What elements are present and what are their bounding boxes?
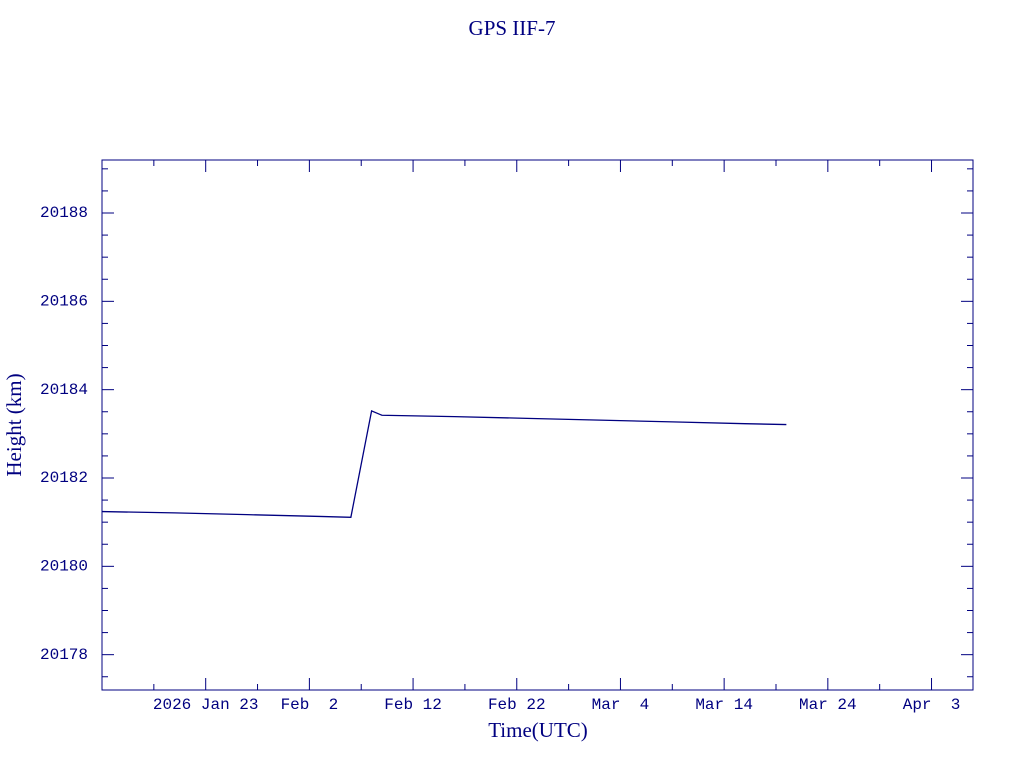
x-tick-label: Mar 14 [695, 696, 753, 714]
plot-frame [101, 159, 974, 691]
x-tick-label: Feb 2 [281, 696, 339, 714]
x-tick-label: Feb 12 [384, 696, 442, 714]
x-tick-label: Mar 4 [592, 696, 650, 714]
y-tick-label: 20186 [40, 293, 88, 311]
y-axis-label: Height (km) [2, 373, 26, 476]
x-axis-label: Time(UTC) [488, 718, 588, 742]
x-tick-label: Apr 3 [903, 696, 961, 714]
y-tick-label: 20180 [40, 558, 88, 576]
data-line [101, 409, 787, 518]
y-tick-label: 20184 [40, 381, 88, 399]
chart-title: GPS IIF-7 [469, 16, 556, 40]
x-tick-label: Mar 24 [799, 696, 857, 714]
y-tick-label: 20188 [40, 204, 88, 222]
x-tick-label: 2026 Jan 23 [153, 696, 259, 714]
x-tick-label: Feb 22 [488, 696, 546, 714]
y-tick-label: 20178 [40, 646, 88, 664]
y-tick-label: 20182 [40, 469, 88, 487]
